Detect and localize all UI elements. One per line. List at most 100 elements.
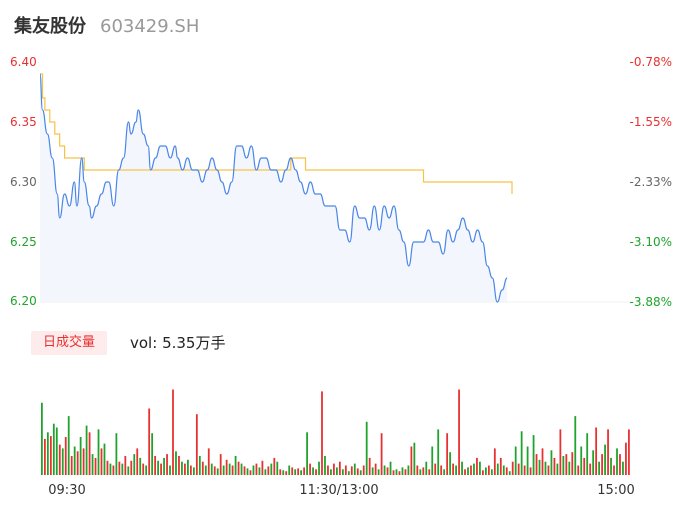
volume-bar <box>285 471 288 475</box>
volume-bar <box>184 463 186 475</box>
volume-bar <box>571 452 574 475</box>
volume-bar <box>362 465 365 475</box>
volume-bar <box>496 463 499 475</box>
volume-bar <box>589 463 592 475</box>
volume-bar <box>216 468 219 476</box>
volume-bar <box>79 437 82 475</box>
volume-bar <box>73 446 76 475</box>
volume-bar <box>100 448 103 475</box>
volume-bar <box>151 433 154 475</box>
volume-bar <box>94 457 97 475</box>
volume-bar <box>160 463 162 475</box>
volume-bar <box>458 389 460 475</box>
volume-bar <box>437 429 440 475</box>
volume-bar <box>109 463 112 475</box>
price-tick-label: 6.40 <box>10 55 37 69</box>
volume-bar <box>225 459 228 475</box>
volume-bar <box>324 456 326 475</box>
volume-bar <box>321 391 323 475</box>
volume-bar <box>365 421 368 475</box>
time-tick-label: 11:30/13:00 <box>299 483 378 498</box>
volume-bar <box>273 457 276 475</box>
volume-bar <box>473 463 475 475</box>
volume-bar <box>407 465 410 475</box>
volume-bar <box>416 465 419 475</box>
volume-bar <box>82 448 85 475</box>
volume-bar <box>192 467 195 475</box>
volume-bar <box>341 469 344 475</box>
volume-bar <box>288 465 291 475</box>
volume-bar <box>228 463 231 475</box>
volume-bar <box>204 465 207 475</box>
volume-bar <box>169 465 171 475</box>
volume-bar <box>327 465 329 475</box>
volume-bars <box>41 389 630 476</box>
volume-bar <box>359 470 362 476</box>
volume-bar <box>258 467 261 475</box>
volume-bar <box>523 465 526 475</box>
volume-bar <box>604 444 606 475</box>
volume-value: 5.35万手 <box>162 334 226 352</box>
volume-bar <box>401 467 404 475</box>
volume-bar <box>568 461 571 475</box>
volume-bar <box>43 438 46 475</box>
volume-bar <box>371 467 374 475</box>
price-axis: 6.40 6.35 6.30 6.25 6.20 <box>10 55 37 308</box>
volume-bar <box>565 454 568 475</box>
volume-bar <box>267 466 270 475</box>
percent-axis: -0.78% -1.55% -2.33% -3.10% -3.88% <box>630 55 672 309</box>
volume-bar <box>336 467 338 475</box>
volume-bar <box>538 459 541 475</box>
volume-bar <box>559 429 562 475</box>
volume-bar <box>616 448 618 475</box>
volume-bar <box>484 467 487 475</box>
volume-bar <box>520 431 523 475</box>
volume-bar <box>145 465 148 475</box>
volume-bar <box>547 465 550 475</box>
volume-bar <box>136 448 139 475</box>
volume-bar <box>294 469 297 475</box>
volume-bar <box>592 450 595 475</box>
volume-bar <box>434 463 437 475</box>
volume-bar <box>392 470 395 476</box>
volume-bar <box>189 465 192 475</box>
volume-bar <box>175 451 177 476</box>
volume-bar <box>505 467 508 475</box>
volume-bar <box>201 461 204 475</box>
price-area-fill <box>40 74 508 302</box>
volume-bar <box>619 454 621 475</box>
percent-tick-label: -0.78% <box>630 55 672 69</box>
volume-bar <box>610 457 612 475</box>
volume-bar <box>622 461 624 475</box>
volume-bar <box>166 454 168 475</box>
volume-bar <box>61 448 64 475</box>
volume-bar <box>404 469 407 475</box>
price-tick-label: 6.30 <box>10 175 37 189</box>
volume-bar <box>255 463 258 475</box>
volume-bar <box>52 423 55 475</box>
volume-bar <box>529 467 532 475</box>
volume-bar <box>628 429 630 475</box>
volume-bar <box>264 469 267 475</box>
volume-bar <box>103 443 106 475</box>
volume-prefix: vol: <box>130 334 158 352</box>
price-tick-label: 6.25 <box>10 235 37 249</box>
volume-bar <box>312 467 314 475</box>
percent-tick-label: -1.55% <box>630 115 672 129</box>
volume-bar <box>502 465 505 475</box>
volume-bar <box>347 471 350 475</box>
volume-bar <box>127 466 130 475</box>
volume-bar <box>476 457 478 475</box>
volume-bar <box>452 463 454 475</box>
volume-bar <box>595 427 598 475</box>
daily-volume-tab[interactable]: 日成交量 <box>31 331 108 355</box>
volume-bar <box>252 465 255 475</box>
volume-bar <box>353 463 356 475</box>
volume-bar <box>443 469 446 475</box>
volume-bar <box>562 456 565 475</box>
volume-bar <box>207 448 210 475</box>
volume-bar <box>49 436 52 475</box>
volume-bar <box>389 461 392 475</box>
volume-bar <box>386 467 389 475</box>
volume-bar <box>210 463 213 475</box>
